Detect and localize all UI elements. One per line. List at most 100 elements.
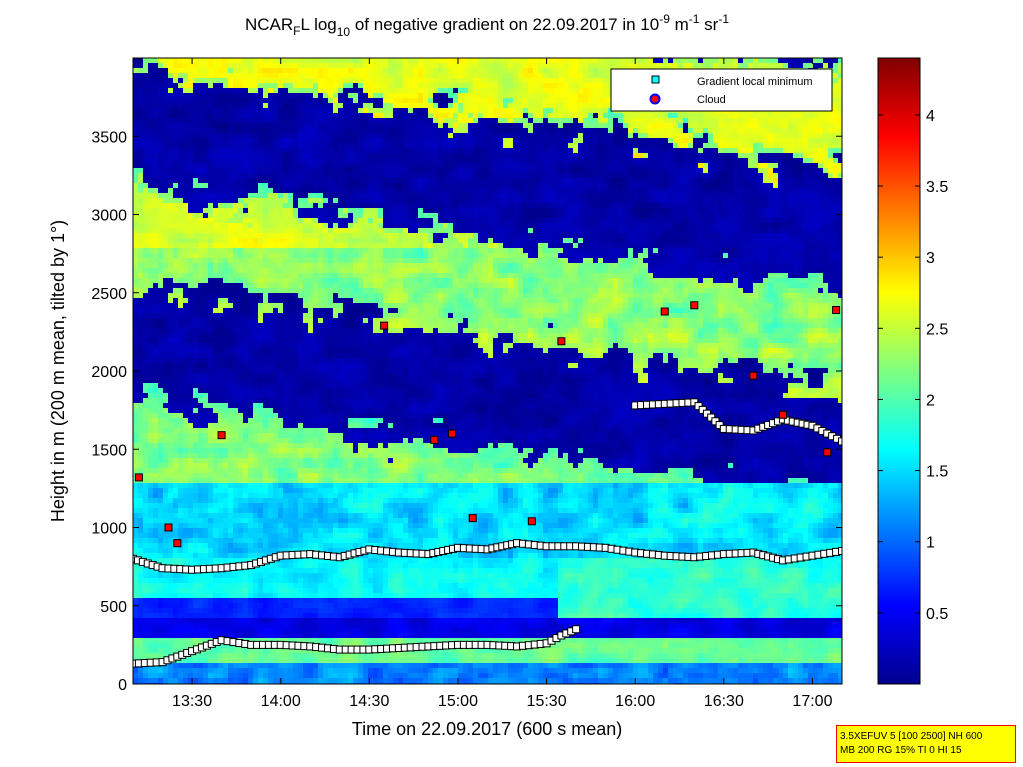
heatmap-cell: [683, 168, 689, 174]
heatmap-cell: [608, 58, 614, 64]
heatmap-cell: [723, 208, 729, 214]
heatmap-cell: [183, 233, 189, 239]
heatmap-cell: [408, 218, 414, 224]
heatmap-cell: [608, 218, 614, 224]
heatmap-cell: [523, 203, 529, 209]
heatmap-cell: [348, 208, 354, 214]
heatmap-cell: [738, 213, 744, 219]
heatmap-cell: [403, 133, 409, 139]
heatmap-cell: [573, 128, 579, 134]
heatmap-cell: [133, 218, 139, 224]
heatmap-cell: [358, 103, 364, 109]
heatmap-cell: [338, 173, 344, 179]
heatmap-cell: [343, 133, 349, 139]
heatmap-cell: [603, 193, 609, 199]
heatmap-cell: [223, 103, 229, 109]
heatmap-cell: [758, 113, 764, 119]
heatmap-cell: [733, 178, 739, 184]
heatmap-cell: [663, 113, 669, 119]
heatmap-cell: [333, 83, 339, 89]
heatmap-cell: [338, 138, 344, 144]
heatmap-cell: [448, 183, 454, 189]
heatmap-cell: [688, 128, 694, 134]
heatmap-cell: [203, 83, 209, 89]
heatmap-cell: [208, 203, 214, 209]
heatmap-cell: [503, 63, 509, 69]
heatmap-cell: [368, 113, 374, 119]
heatmap-cell: [303, 148, 309, 154]
heatmap-cell: [173, 108, 179, 114]
heatmap-cell: [218, 193, 224, 199]
heatmap-cell: [568, 118, 574, 124]
heatmap-cell: [413, 103, 419, 109]
heatmap-cell: [448, 203, 454, 209]
heatmap-cell: [263, 88, 269, 94]
heatmap-cell: [313, 223, 319, 229]
heatmap-cell: [608, 193, 614, 199]
heatmap-cell: [363, 168, 369, 174]
heatmap-cell: [243, 103, 249, 109]
heatmap-cell: [423, 143, 429, 149]
heatmap-cell: [213, 143, 219, 149]
heatmap-cell: [163, 63, 169, 69]
heatmap-cell: [473, 88, 479, 94]
heatmap-cell: [448, 98, 454, 104]
heatmap-cell: [683, 213, 689, 219]
heatmap-cell: [693, 118, 699, 124]
heatmap-cell: [443, 163, 449, 169]
heatmap-cell: [793, 58, 799, 64]
heatmap-cell: [663, 158, 669, 164]
heatmap-cell: [273, 63, 279, 69]
heatmap-cell: [588, 183, 594, 189]
heatmap-cell: [398, 158, 404, 164]
heatmap-cell: [223, 223, 229, 229]
heatmap-cell: [668, 223, 674, 229]
heatmap-cell: [148, 213, 154, 219]
heatmap-cell: [488, 78, 494, 84]
heatmap-cell: [398, 73, 404, 79]
heatmap-cell: [558, 118, 564, 124]
heatmap-cell: [243, 98, 249, 104]
heatmap-cell: [423, 123, 429, 129]
heatmap-cell: [533, 168, 539, 174]
heatmap-cell: [693, 183, 699, 189]
heatmap-cell: [323, 88, 329, 94]
heatmap-cell: [838, 153, 842, 159]
heatmap-cell: [568, 83, 574, 89]
heatmap-cell: [683, 218, 689, 224]
heatmap-cell: [438, 208, 444, 214]
heatmap-cell: [178, 188, 184, 194]
heatmap-cell: [223, 118, 229, 124]
heatmap-cell: [783, 208, 789, 214]
heatmap-cell: [263, 63, 269, 69]
heatmap-cell: [533, 143, 539, 149]
heatmap-cell: [563, 178, 569, 184]
heatmap-cell: [378, 78, 384, 84]
heatmap-cell: [303, 128, 309, 134]
heatmap-cell: [368, 88, 374, 94]
heatmap-cell: [398, 113, 404, 119]
heatmap-cell: [748, 173, 754, 179]
heatmap-cell: [443, 193, 449, 199]
heatmap-cell: [468, 203, 474, 209]
heatmap-cell: [818, 183, 824, 189]
heatmap-cell: [318, 208, 324, 214]
heatmap-cell: [483, 123, 489, 129]
heatmap-cell: [278, 78, 284, 84]
heatmap-cell: [648, 203, 654, 209]
heatmap-cell: [443, 93, 449, 99]
heatmap-cell: [633, 138, 639, 144]
heatmap-cell: [748, 193, 754, 199]
heatmap-cell: [178, 123, 184, 129]
heatmap-cell: [303, 153, 309, 159]
heatmap-cell: [488, 73, 494, 79]
heatmap-cell: [688, 168, 694, 174]
heatmap-cell: [408, 78, 414, 84]
heatmap-cell: [563, 133, 569, 139]
heatmap-cell: [453, 208, 459, 214]
heatmap-cell: [358, 193, 364, 199]
heatmap-cell: [608, 123, 614, 129]
heatmap-cell: [188, 143, 194, 149]
heatmap-cell: [263, 208, 269, 214]
heatmap-cell: [558, 153, 564, 159]
